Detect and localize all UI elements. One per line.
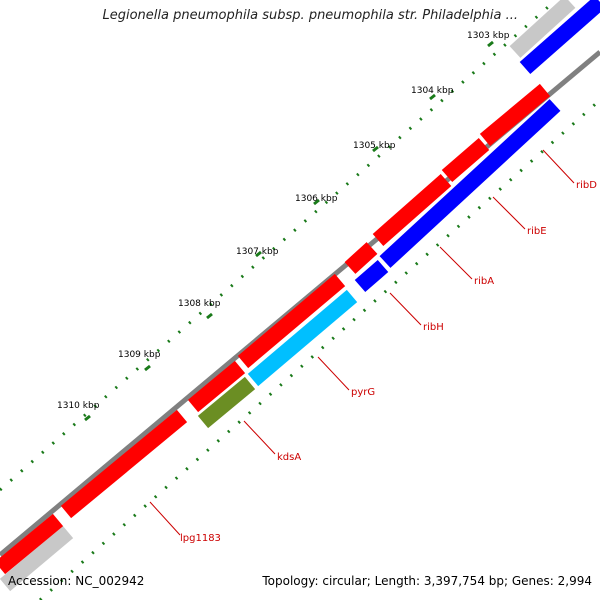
ruler-label-1310: 1310 kbp xyxy=(57,401,100,411)
ruler-label-1308: 1308 kbp xyxy=(178,299,221,309)
gene-label-ribD: ribD xyxy=(576,180,597,191)
gene-red-short xyxy=(187,360,246,413)
summary-text: Topology: circular; Length: 3,397,754 bp… xyxy=(262,574,592,588)
leader-lpg1183 xyxy=(149,501,181,536)
leader-ribE xyxy=(492,196,526,230)
ruler-label-1309: 1309 kbp xyxy=(118,350,161,360)
leader-ribA xyxy=(439,246,473,280)
gene-blue-top xyxy=(519,0,600,75)
flank-feature-bottom xyxy=(0,525,74,592)
leader-kdsA xyxy=(243,420,276,455)
gene-label-ribH: ribH xyxy=(423,322,444,333)
gene-kdsA xyxy=(197,376,256,429)
leader-ribD xyxy=(542,149,575,184)
gene-blue-short xyxy=(354,259,389,293)
gene-label-kdsA: kdsA xyxy=(277,452,301,463)
gene-pyrG xyxy=(247,289,358,387)
ruler-label-1305: 1305 kbp xyxy=(353,141,396,151)
gene-label-ribE: ribE xyxy=(527,226,547,237)
gene-red-mid xyxy=(237,273,346,369)
gene-label-lpg1183: lpg1183 xyxy=(180,533,221,544)
leader-ribH xyxy=(389,292,422,326)
flank-feature-top xyxy=(509,0,576,58)
ruler-label-1307: 1307 kbp xyxy=(236,247,279,257)
ruler-label-1304: 1304 kbp xyxy=(411,86,454,96)
accession-text: Accession: NC_002942 xyxy=(8,574,145,588)
outer-ruler-dots xyxy=(0,0,557,492)
gene-ribH-fwd xyxy=(344,242,378,274)
gene-label-ribA: ribA xyxy=(474,276,494,287)
gene-ribE-fwd xyxy=(441,137,490,183)
gene-label-pyrG: pyrG xyxy=(351,387,375,398)
gene-blue-long xyxy=(379,99,561,268)
leader-pyrG xyxy=(317,356,350,391)
gene-ribD-fwd xyxy=(479,83,551,147)
ruler-label-1306: 1306 kbp xyxy=(295,194,338,204)
gene-ribA-fwd xyxy=(372,174,452,246)
outer-ruler-ticks xyxy=(84,40,494,422)
gene-red-left xyxy=(0,513,64,575)
gene-lpg1183-fwd xyxy=(60,409,188,519)
ruler-label-1303: 1303 kbp xyxy=(467,31,510,41)
map-title: Legionella pneumophila subsp. pneumophil… xyxy=(102,8,518,23)
